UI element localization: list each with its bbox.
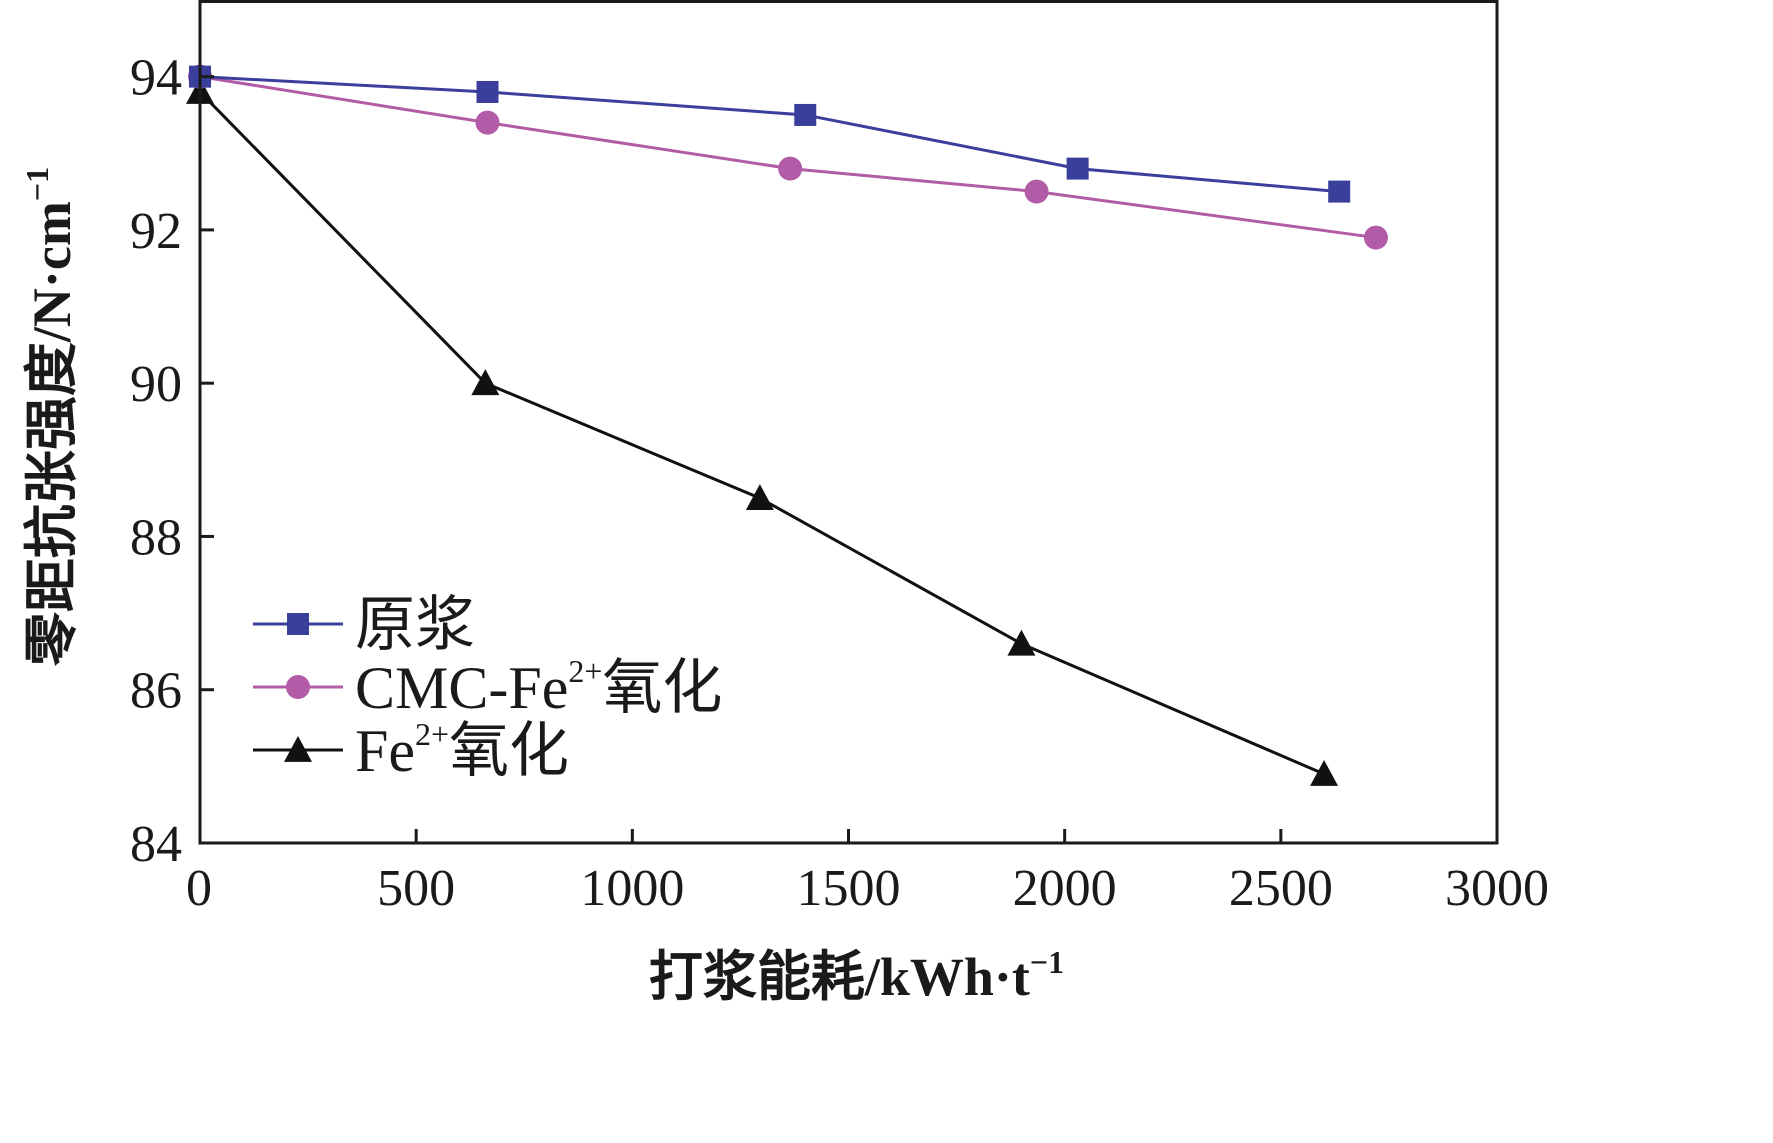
legend-swatch-marker bbox=[287, 613, 309, 635]
data-point-square bbox=[476, 80, 499, 103]
y-axis-title: 零距抗张强度/N·cm−1 bbox=[19, 167, 82, 666]
y-tick-label: 88 bbox=[130, 509, 182, 566]
legend-label: CMC-Fe2+氧化 bbox=[355, 653, 722, 721]
data-point-circle bbox=[1363, 225, 1388, 250]
legend-item: CMC-Fe2+氧化 bbox=[253, 653, 722, 721]
y-tick-label: 84 bbox=[130, 816, 182, 873]
x-tick-label: 3000 bbox=[1445, 860, 1549, 917]
x-tick-label: 1000 bbox=[580, 860, 684, 917]
data-point-square bbox=[794, 103, 817, 126]
y-tick-label: 92 bbox=[130, 203, 182, 260]
data-point-triangle bbox=[1007, 629, 1036, 656]
y-axis-title-main: 零距抗张强度/N·cm bbox=[22, 201, 82, 666]
x-tick-label: 1500 bbox=[797, 860, 901, 917]
x-axis-title-main: 打浆能耗/kWh·t bbox=[649, 947, 1030, 1007]
y-tick-label: 86 bbox=[130, 663, 182, 720]
data-point-circle bbox=[778, 156, 803, 181]
x-axis: 0 500 1000 1500 2000 2500 3000 bbox=[186, 829, 1549, 917]
plot-marks bbox=[186, 64, 1388, 786]
x-tick-label: 0 bbox=[186, 860, 212, 917]
legend-swatch-marker bbox=[286, 675, 310, 699]
series-square bbox=[189, 65, 1351, 203]
legend-swatch-marker bbox=[284, 736, 312, 762]
y-axis: 84 86 88 90 92 94 bbox=[130, 50, 214, 873]
legend-label: 原浆 bbox=[355, 592, 475, 658]
y-axis-title-sup: −1 bbox=[19, 167, 55, 201]
series-circle bbox=[188, 64, 1388, 250]
x-axis-title: 打浆能耗/kWh·t−1 bbox=[649, 944, 1064, 1007]
legend-item: 原浆 bbox=[253, 592, 475, 658]
x-tick-label: 500 bbox=[377, 860, 455, 917]
data-point-triangle bbox=[471, 369, 500, 396]
data-point-triangle bbox=[745, 484, 774, 511]
data-point-square bbox=[1328, 180, 1351, 203]
legend-item: Fe2+氧化 bbox=[253, 716, 569, 784]
y-tick-label: 94 bbox=[130, 50, 182, 107]
data-point-circle bbox=[1024, 179, 1049, 204]
x-tick-label: 2000 bbox=[1013, 860, 1117, 917]
data-point-circle bbox=[475, 110, 500, 135]
series-line bbox=[199, 75, 1340, 194]
x-axis-title-sup: −1 bbox=[1030, 944, 1064, 980]
y-tick-label: 90 bbox=[130, 356, 182, 413]
x-tick-label: 2500 bbox=[1229, 860, 1333, 917]
data-point-triangle bbox=[1310, 760, 1339, 786]
legend-label: Fe2+氧化 bbox=[355, 716, 569, 784]
data-point-square bbox=[1066, 157, 1089, 180]
